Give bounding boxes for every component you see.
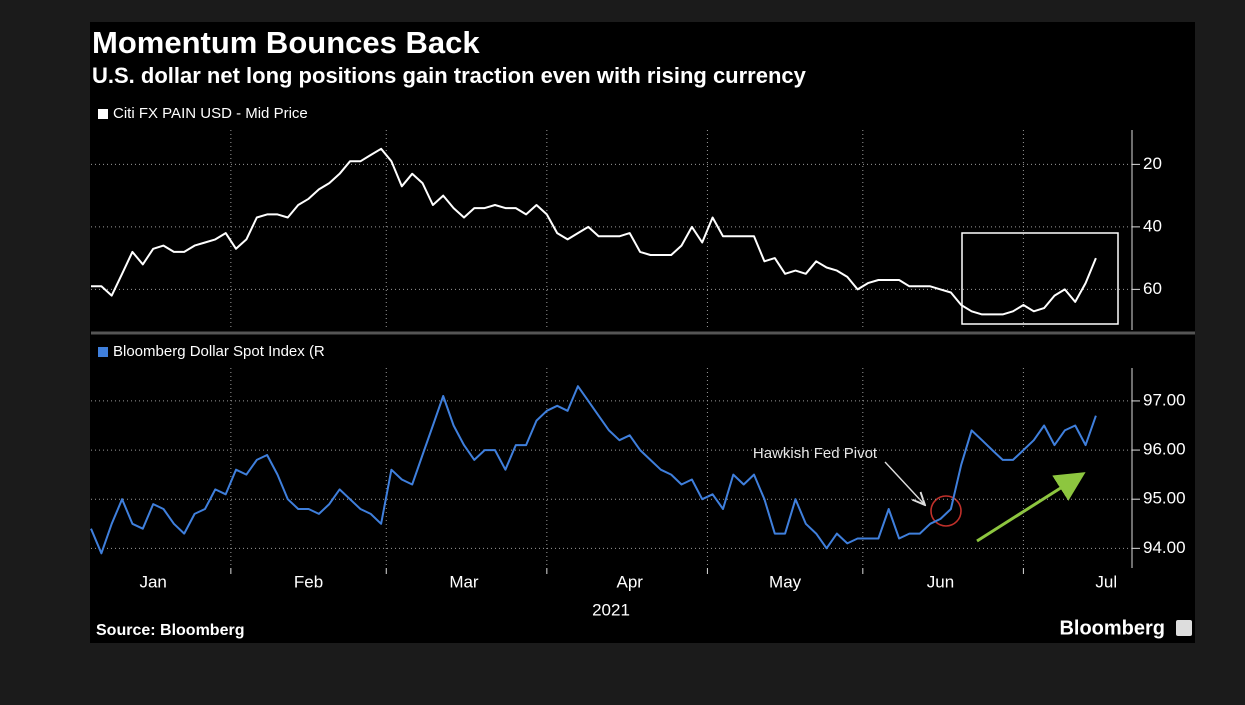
x-axis-label: 2021 bbox=[592, 600, 630, 619]
series-line bbox=[91, 147, 1097, 316]
highlight-box bbox=[961, 232, 1119, 325]
logo-icon bbox=[1176, 620, 1192, 636]
logo: Bloomberg bbox=[1059, 617, 1165, 639]
subtitle: U.S. dollar net long positions gain trac… bbox=[92, 63, 807, 88]
y-tick-label: 20 bbox=[1143, 154, 1162, 173]
x-tick-label: Apr bbox=[616, 572, 643, 591]
x-tick-label: May bbox=[769, 572, 802, 591]
annotation: Hawkish Fed Pivot bbox=[753, 445, 878, 462]
annotation-arrow bbox=[884, 461, 924, 504]
legend-label: Bloomberg Dollar Spot Index (R bbox=[113, 343, 325, 360]
y-tick-label: 40 bbox=[1143, 216, 1162, 235]
y-tick-label: 96.00 bbox=[1143, 440, 1186, 459]
y-tick-label: 97.00 bbox=[1143, 390, 1186, 409]
x-tick-label: Jul bbox=[1095, 572, 1117, 591]
x-tick-label: Jan bbox=[139, 572, 166, 591]
trend-arrow bbox=[976, 472, 1086, 543]
y-tick-label: 94.00 bbox=[1143, 538, 1186, 557]
legend-swatch bbox=[98, 109, 108, 119]
legend-swatch bbox=[98, 347, 108, 357]
y-tick-label: 95.00 bbox=[1143, 489, 1186, 508]
source: Source: Bloomberg bbox=[96, 622, 244, 639]
x-tick-label: Mar bbox=[449, 572, 479, 591]
x-tick-label: Feb bbox=[294, 572, 323, 591]
y-tick-label: 60 bbox=[1143, 279, 1162, 298]
series-line bbox=[90, 385, 1097, 555]
annotation-circle bbox=[930, 495, 962, 527]
title: Momentum Bounces Back bbox=[92, 25, 480, 60]
x-tick-label: Jun bbox=[927, 572, 954, 591]
legend-label: Citi FX PAIN USD - Mid Price bbox=[113, 105, 308, 122]
